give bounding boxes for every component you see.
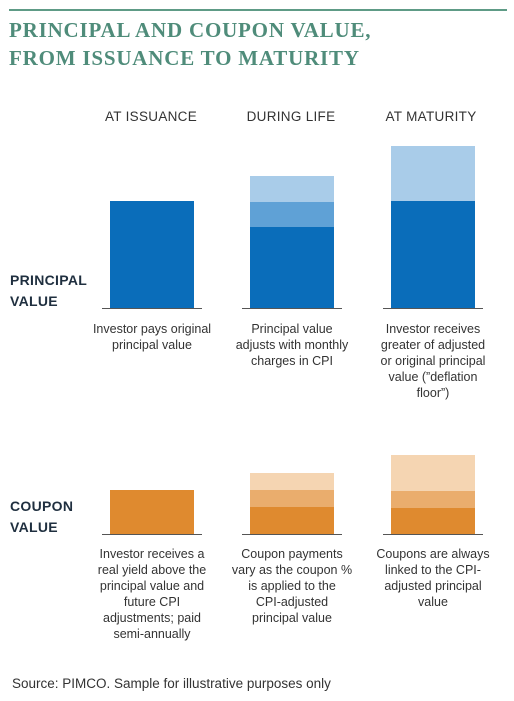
desc-line: vary as the coupon %: [231, 563, 353, 577]
principal-bar-issuance-base: [110, 201, 194, 308]
desc-line: adjusted principal: [384, 579, 482, 593]
column-header-at-issuance: AT ISSUANCE: [104, 109, 198, 124]
coupon-value-label: COUPON VALUE: [10, 496, 100, 538]
page-title: PRINCIPAL AND COUPON VALUE, FROM ISSUANC…: [9, 16, 509, 72]
desc-line: value: [418, 595, 448, 609]
coupon-bar-maturity-base: [391, 508, 475, 534]
coupon-baseline-maturity: [383, 534, 483, 535]
principal-bar-life-base: [250, 227, 334, 308]
principal-desc-maturity: Investor receives greater of adjusted or…: [365, 321, 501, 401]
desc-line: principal value: [112, 338, 192, 352]
principal-label-line-2: VALUE: [10, 293, 58, 309]
principal-bar-maturity-base: [391, 201, 475, 308]
principal-value-label: PRINCIPAL VALUE: [10, 270, 100, 312]
principal-desc-life: Principal value adjusts with monthly cha…: [224, 321, 360, 369]
coupon-label-line-1: COUPON: [10, 498, 74, 514]
desc-line: Principal value: [251, 322, 333, 336]
desc-line: CPI-adjusted: [255, 595, 329, 609]
desc-line: value (”deflation: [388, 370, 478, 384]
desc-line: linked to the CPI-: [385, 563, 481, 577]
title-line-1: PRINCIPAL AND COUPON VALUE,: [9, 18, 372, 42]
principal-bar-maturity-light: [391, 146, 475, 201]
principal-baseline-issuance: [102, 308, 202, 309]
desc-line: Investor receives a: [99, 547, 205, 561]
desc-line: Investor receives: [385, 322, 481, 336]
desc-line: semi-annually: [113, 627, 191, 641]
desc-line: real yield above the: [97, 563, 207, 577]
desc-line: principal value: [252, 611, 332, 625]
coupon-bar-maturity-mid: [391, 491, 475, 508]
desc-line: Investor pays original: [92, 322, 212, 336]
column-header-at-maturity: AT MATURITY: [385, 109, 477, 124]
coupon-baseline-issuance: [102, 534, 202, 535]
top-rule: [9, 9, 507, 11]
coupon-baseline-life: [242, 534, 342, 535]
title-line-2: FROM ISSUANCE TO MATURITY: [9, 46, 360, 70]
coupon-bar-life-mid: [250, 490, 334, 507]
coupon-desc-issuance: Investor receives a real yield above the…: [84, 546, 220, 642]
desc-line: adjustments; paid: [103, 611, 201, 625]
source-note: Source: PIMCO. Sample for illustrative p…: [12, 676, 331, 691]
principal-bar-life-light: [250, 176, 334, 202]
coupon-bar-life-light: [250, 473, 334, 490]
principal-baseline-life: [242, 308, 342, 309]
principal-baseline-maturity: [383, 308, 483, 309]
coupon-desc-maturity: Coupons are always linked to the CPI- ad…: [365, 546, 501, 610]
principal-desc-issuance: Investor pays original principal value: [84, 321, 220, 353]
desc-line: principal value and: [99, 579, 205, 593]
principal-bar-life-mid: [250, 202, 334, 227]
desc-line: greater of adjusted: [380, 338, 486, 352]
coupon-bar-issuance-base: [110, 490, 194, 534]
column-header-during-life: DURING LIFE: [246, 109, 336, 124]
coupon-label-line-2: VALUE: [10, 519, 58, 535]
coupon-bar-life-base: [250, 507, 334, 534]
desc-line: Coupon payments: [241, 547, 343, 561]
desc-line: or original principal: [380, 354, 486, 368]
coupon-bar-maturity-light: [391, 455, 475, 491]
desc-line: future CPI: [123, 595, 181, 609]
desc-line: adjusts with monthly: [235, 338, 349, 352]
desc-line: is applied to the: [248, 579, 336, 593]
principal-label-line-1: PRINCIPAL: [10, 272, 88, 288]
coupon-desc-life: Coupon payments vary as the coupon % is …: [224, 546, 360, 626]
desc-line: charges in CPI: [251, 354, 333, 368]
desc-line: Coupons are always: [376, 547, 490, 561]
desc-line: floor”): [416, 386, 450, 400]
